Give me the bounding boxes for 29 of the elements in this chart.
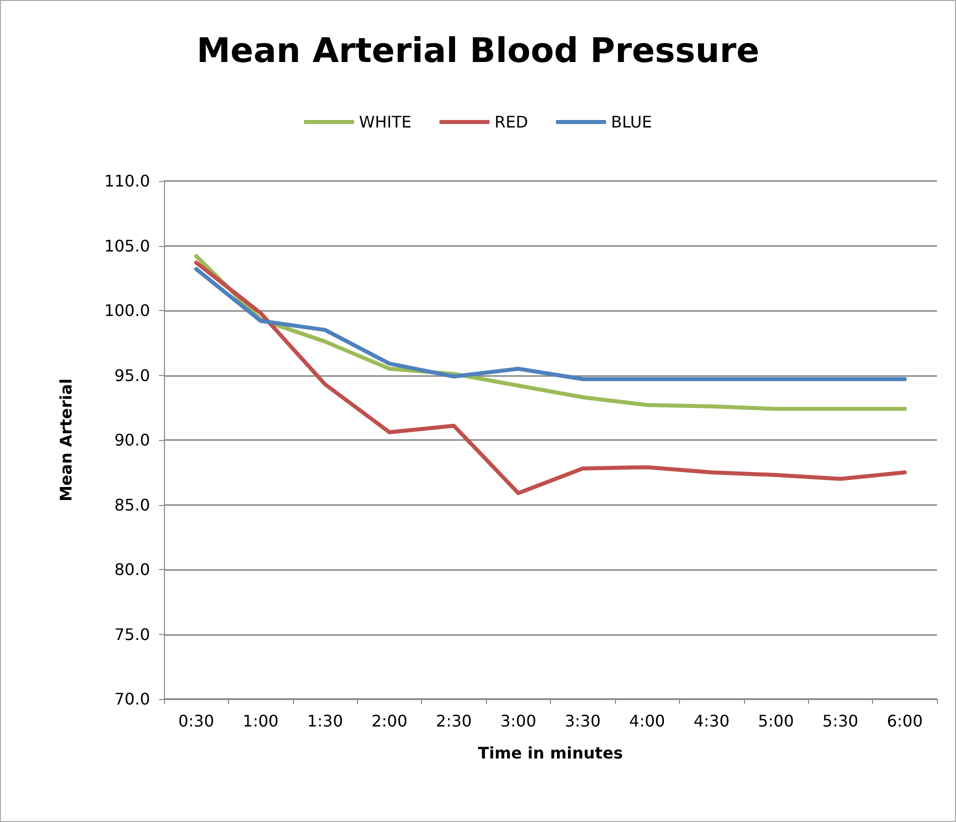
x-tick-label: 3:30 (564, 712, 601, 730)
x-tick-label: 4:30 (694, 712, 730, 730)
x-tick-label: 2:30 (436, 712, 472, 730)
x-tick-label: 6:00 (886, 712, 923, 730)
legend-label: WHITE (359, 112, 412, 132)
x-tick-label: 0:30 (178, 712, 214, 730)
y-tick-label: 75.0 (114, 624, 150, 644)
x-tick-label: 1:30 (307, 712, 344, 730)
y-tick-label: 85.0 (114, 495, 150, 514)
x-tick-label: 2:00 (371, 712, 408, 730)
y-tick-label: 90.0 (114, 430, 150, 450)
legend-label: RED (494, 112, 528, 132)
x-axis-title: Time in minutes (478, 744, 623, 762)
x-tick-label: 5:00 (758, 712, 794, 730)
x-tick-label: 1:00 (242, 712, 279, 730)
x-tick-label: 3:00 (500, 712, 536, 730)
y-tick-label: 105.0 (104, 236, 150, 256)
y-axis-title: Mean Arterial (56, 378, 76, 502)
y-tick-label: 80.0 (114, 560, 150, 579)
line-series (194, 260, 907, 496)
line-series (194, 267, 907, 382)
y-tick-label: 100.0 (104, 301, 150, 320)
x-tick-label: 5:30 (822, 712, 858, 730)
y-tick-label: 110.0 (104, 172, 150, 190)
chart-title: Mean Arterial Blood Pressure (196, 31, 760, 71)
legend-label: BLUE (611, 112, 652, 132)
y-tick-label: 70.0 (114, 690, 150, 708)
x-tick-label: 4:00 (629, 712, 666, 730)
y-tick-label: 95.0 (114, 366, 150, 385)
